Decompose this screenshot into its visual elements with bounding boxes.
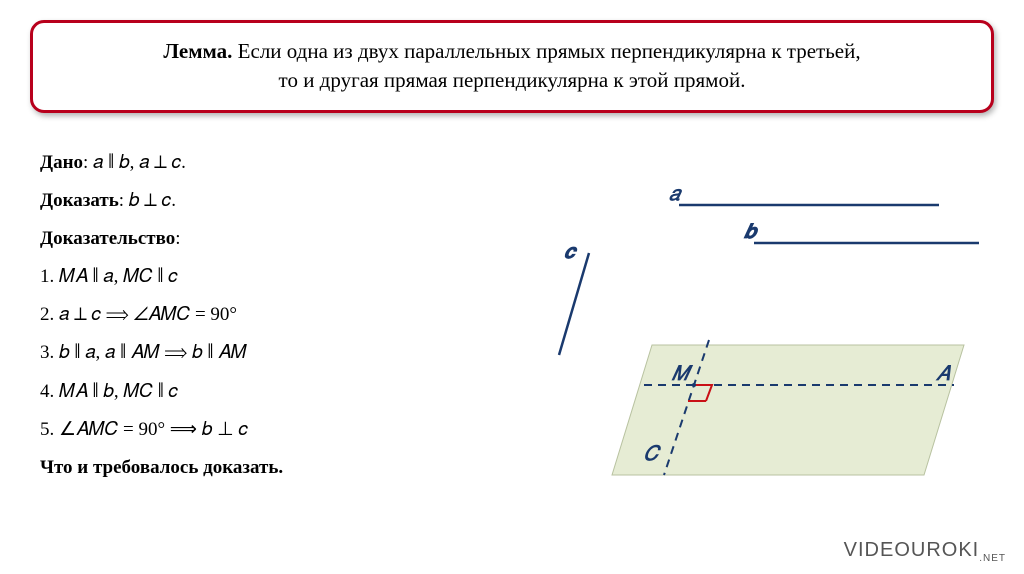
prove-text: : 𝑏 ⊥ 𝑐. [119,190,176,211]
step-4: 4. 𝑀𝐴 ∥ 𝑏, 𝑀𝐶 ∥ 𝑐 [40,374,510,410]
proof-colon: : [175,228,180,249]
diagram-svg [544,175,984,495]
step-1: 1. 𝑀𝐴 ∥ 𝑎, 𝑀𝐶 ∥ 𝑐 [40,259,510,295]
lemma-bold: Лемма. [163,39,232,63]
step-3: 3. 𝑏 ∥ 𝑎, 𝑎 ∥ 𝐴𝑀 ⟹ 𝑏 ∥ 𝐴𝑀 [40,335,510,371]
plane-polygon [612,345,964,475]
watermark: VIDEOUROKI.NET [844,539,1006,564]
lemma-line2: то и другая прямая перпендикулярна к это… [279,68,746,92]
given-text: : 𝑎 ∥ 𝑏, 𝑎 ⊥ 𝑐. [83,152,186,173]
given-row: Дано: 𝑎 ∥ 𝑏, 𝑎 ⊥ 𝑐. [40,145,510,181]
prove-label: Доказать [40,190,119,211]
line-c [559,253,589,355]
step-5: 5. ∠𝐴𝑀𝐶 = 90° ⟹ 𝑏 ⊥ 𝑐 [40,412,510,448]
step-2: 2. 𝑎 ⊥ 𝑐 ⟹ ∠𝐴𝑀𝐶 = 90° [40,297,510,333]
label-b: 𝒃 [744,221,756,244]
lemma-box: Лемма. Если одна из двух параллельных пр… [30,20,994,113]
label-M: 𝑀 [672,363,689,386]
label-a: 𝑎 [669,183,680,206]
lemma-line1-rest: Если одна из двух параллельных прямых пе… [238,39,861,63]
prove-row: Доказать: 𝑏 ⊥ 𝑐. [40,183,510,219]
watermark-suffix: .NET [979,553,1006,564]
label-C: 𝐶 [644,443,658,466]
qed-row: Что и требовалось доказать. [40,450,510,486]
given-label: Дано [40,152,83,173]
point-m [692,383,696,387]
proof-content: Дано: 𝑎 ∥ 𝑏, 𝑎 ⊥ 𝑐. Доказать: 𝑏 ⊥ 𝑐. Док… [40,145,510,488]
lemma-text: Лемма. Если одна из двух параллельных пр… [163,39,860,92]
proof-label-row: Доказательство: [40,221,510,257]
watermark-main: VIDEOUROKI [844,539,980,561]
proof-label: Доказательство [40,228,175,249]
label-c: 𝒄 [564,241,575,264]
diagram: 𝑎 𝒃 𝒄 𝑀 𝐴 𝐶 [544,175,984,495]
label-A: 𝐴 [936,363,949,386]
